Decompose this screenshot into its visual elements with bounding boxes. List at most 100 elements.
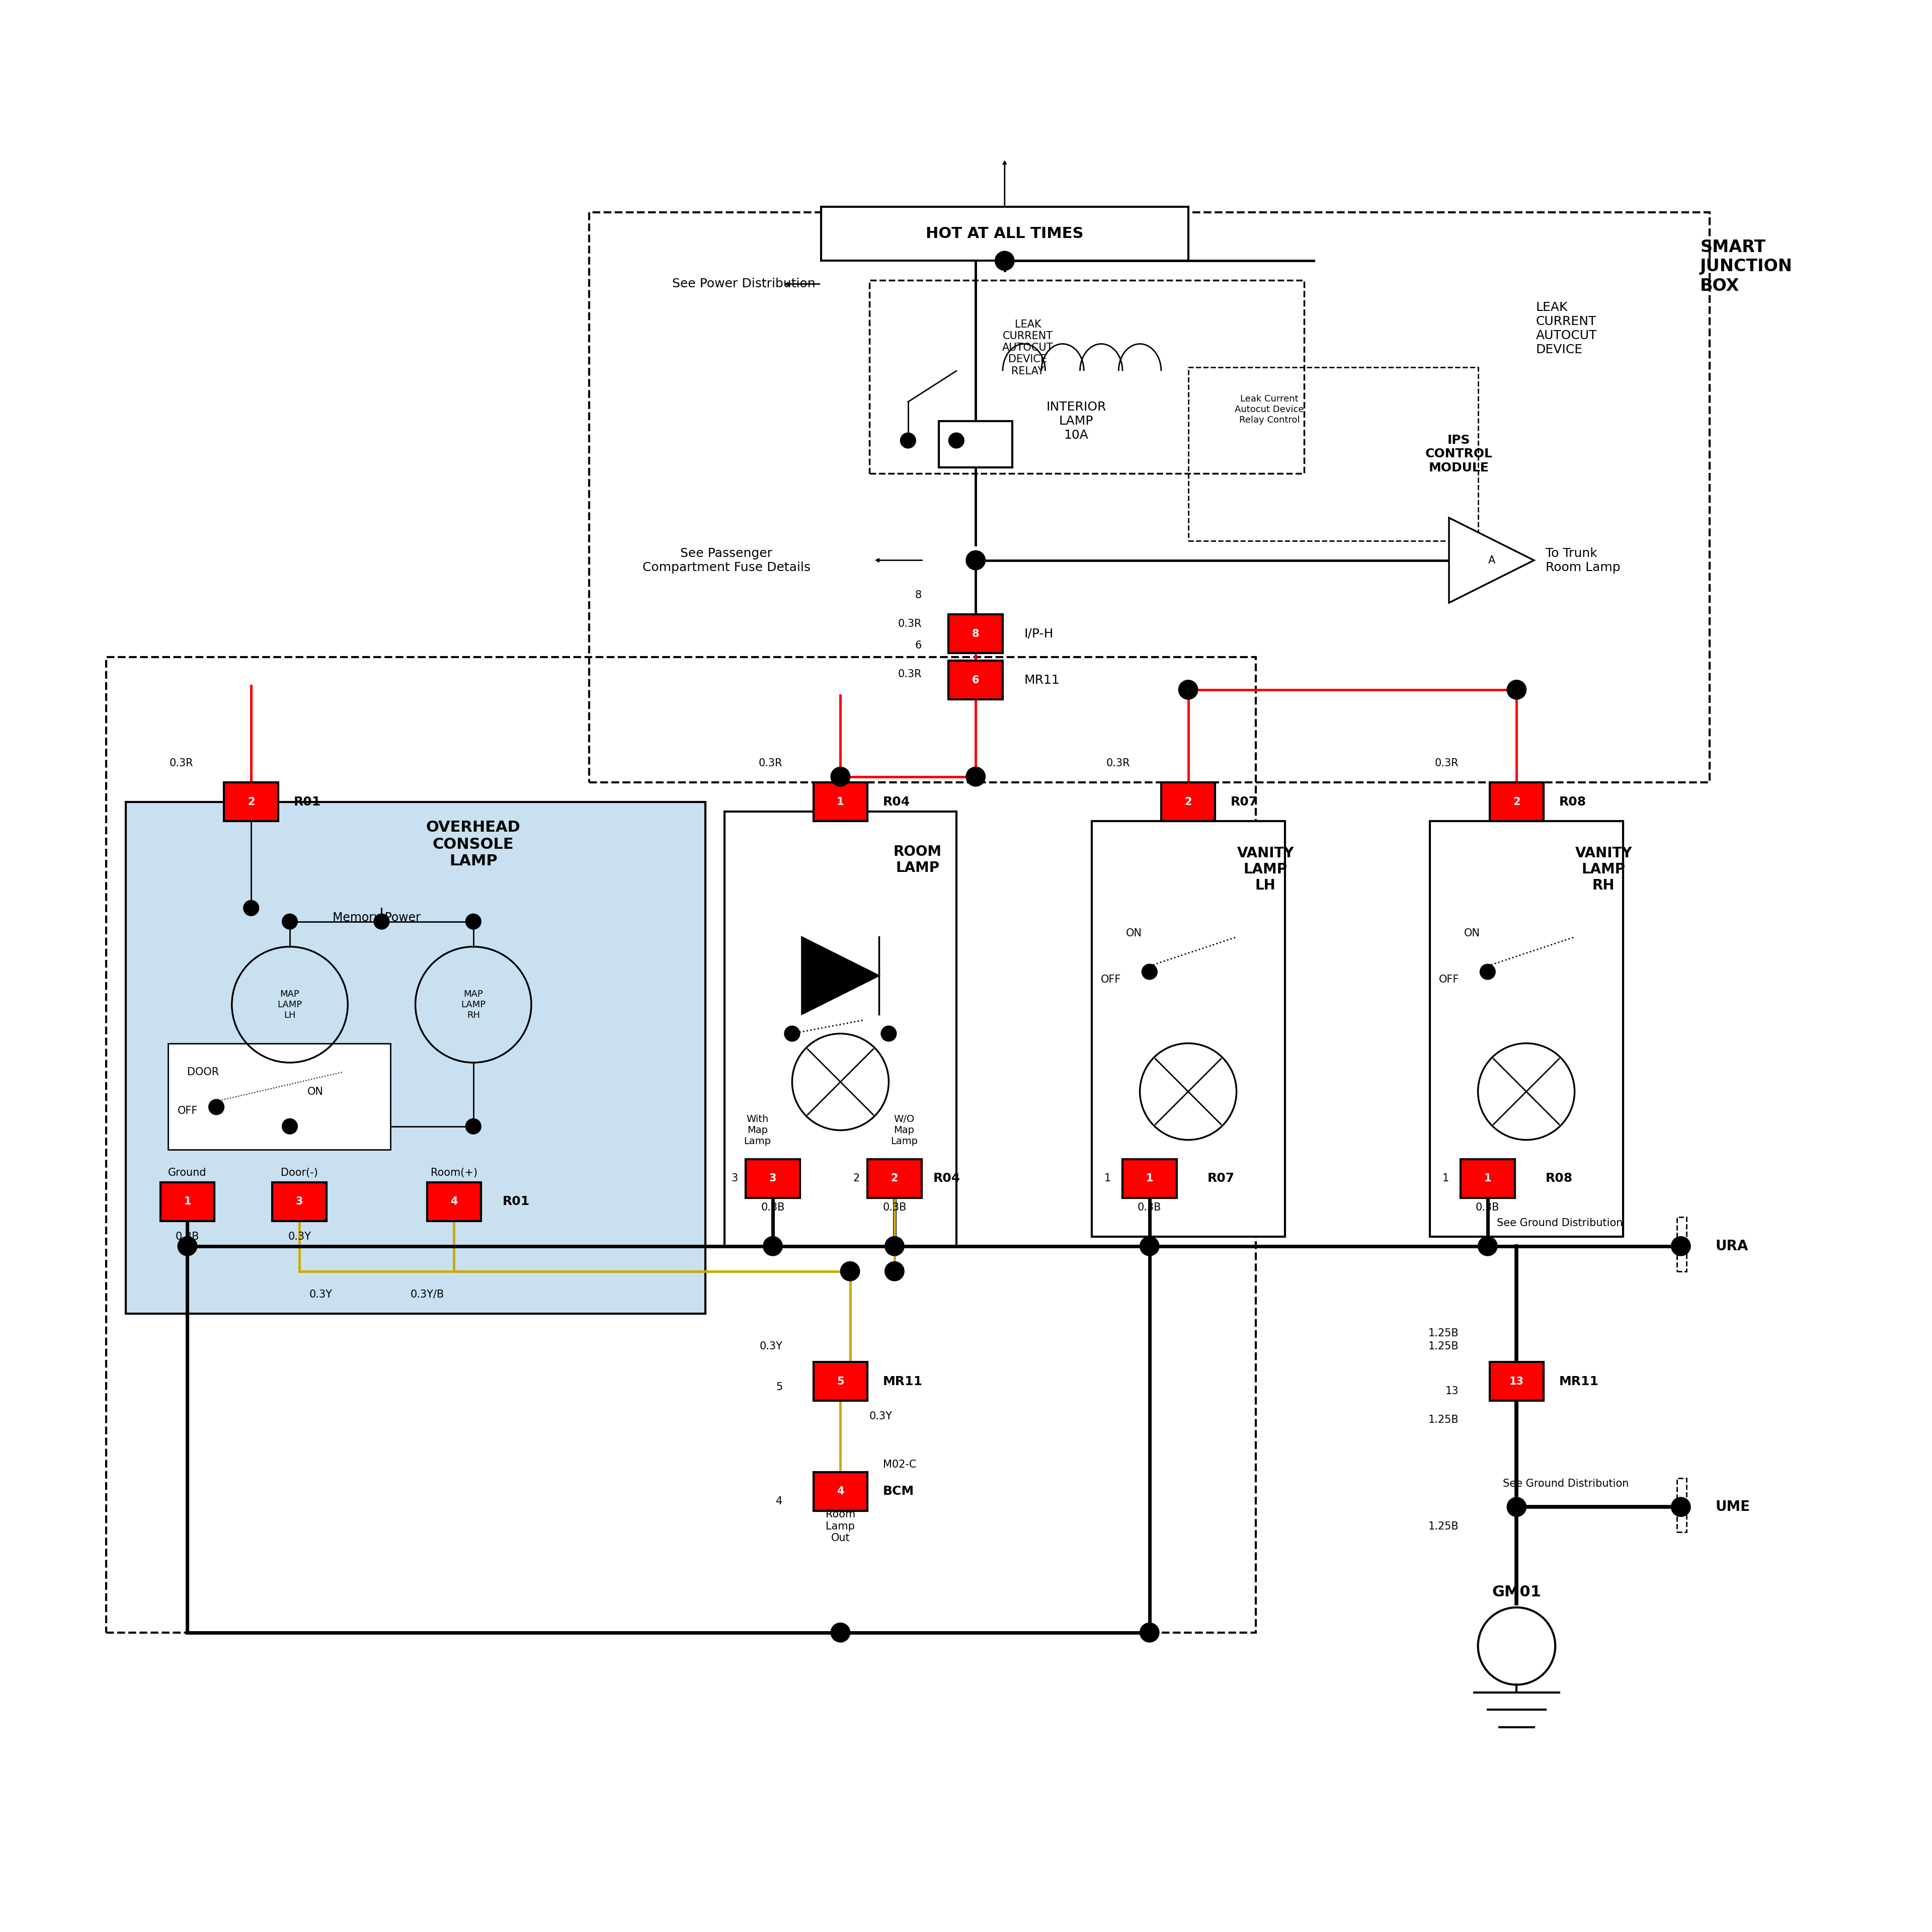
Text: 0.3Y: 0.3Y	[309, 1289, 332, 1300]
Bar	[272, 1182, 327, 1221]
Text: MR11: MR11	[1559, 1376, 1600, 1387]
Bar	[821, 207, 1188, 261]
Bar	[813, 1362, 867, 1401]
Text: I/P-H: I/P-H	[1024, 628, 1053, 639]
Circle shape	[282, 1119, 298, 1134]
Circle shape	[466, 1119, 481, 1134]
Text: 1: 1	[1105, 1173, 1111, 1184]
Text: SMART
JUNCTION
BOX: SMART JUNCTION BOX	[1700, 240, 1793, 294]
Bar	[813, 782, 867, 821]
Text: MAP
LAMP
LH: MAP LAMP LH	[278, 989, 301, 1020]
Text: 3: 3	[296, 1196, 303, 1208]
Bar	[949, 614, 1003, 653]
Circle shape	[1507, 1497, 1526, 1517]
Bar	[224, 782, 278, 821]
Circle shape	[966, 767, 985, 786]
Text: 0.3R: 0.3R	[759, 757, 782, 769]
Text: HOT AT ALL TIMES: HOT AT ALL TIMES	[925, 226, 1084, 242]
Text: Ground: Ground	[168, 1167, 207, 1179]
Circle shape	[1507, 680, 1526, 699]
Text: OFF: OFF	[178, 1105, 199, 1117]
Bar	[725, 811, 956, 1246]
Text: OFF: OFF	[1101, 974, 1121, 985]
Text: 1.25B: 1.25B	[1428, 1341, 1459, 1352]
Bar	[1490, 1362, 1544, 1401]
Bar	[1092, 821, 1285, 1236]
Bar	[1188, 367, 1478, 541]
Text: ON: ON	[1464, 927, 1480, 939]
Text: 4: 4	[777, 1495, 782, 1507]
Text: See Power Distribution: See Power Distribution	[672, 278, 815, 290]
Bar	[939, 421, 1012, 468]
Bar	[589, 213, 1710, 782]
Text: VANITY
LAMP
LH: VANITY LAMP LH	[1236, 846, 1294, 893]
Text: ROOM
LAMP: ROOM LAMP	[893, 844, 943, 875]
Text: 13: 13	[1445, 1385, 1459, 1397]
Text: MR11: MR11	[1024, 674, 1059, 686]
Bar	[1161, 782, 1215, 821]
Bar	[867, 1159, 922, 1198]
Text: BCM: BCM	[883, 1486, 914, 1497]
Bar	[949, 661, 1003, 699]
Text: 1: 1	[184, 1196, 191, 1208]
Text: 6: 6	[916, 639, 922, 651]
Circle shape	[900, 433, 916, 448]
Text: See Passenger
Compartment Fuse Details: See Passenger Compartment Fuse Details	[643, 547, 810, 574]
Text: 5: 5	[777, 1381, 782, 1393]
Text: LEAK
CURRENT
AUTOCUT
DEVICE
RELAY: LEAK CURRENT AUTOCUT DEVICE RELAY	[1003, 319, 1053, 377]
Text: OFF: OFF	[1439, 974, 1459, 985]
Bar	[1122, 1159, 1177, 1198]
Bar	[106, 657, 1256, 1633]
Bar	[427, 1182, 481, 1221]
Bar	[168, 1043, 390, 1150]
Circle shape	[881, 1026, 896, 1041]
Text: A: A	[1488, 554, 1495, 566]
Bar	[1677, 1217, 1687, 1271]
Bar	[1430, 821, 1623, 1236]
Text: INTERIOR
LAMP
10A: INTERIOR LAMP 10A	[1045, 402, 1107, 440]
Text: 1.25B: 1.25B	[1428, 1520, 1459, 1532]
Circle shape	[1140, 1623, 1159, 1642]
Text: R08: R08	[1559, 796, 1586, 808]
Circle shape	[178, 1236, 197, 1256]
Text: 6: 6	[972, 674, 980, 686]
Text: VANITY
LAMP
RH: VANITY LAMP RH	[1575, 846, 1633, 893]
Text: 2: 2	[1184, 796, 1192, 808]
Circle shape	[1671, 1236, 1691, 1256]
Text: Room(+): Room(+)	[431, 1167, 477, 1179]
Text: 4: 4	[837, 1486, 844, 1497]
Text: 0.3B: 0.3B	[883, 1202, 906, 1213]
Polygon shape	[1449, 518, 1534, 603]
Circle shape	[949, 433, 964, 448]
Text: 0.3Y: 0.3Y	[288, 1231, 311, 1242]
Text: 0.3R: 0.3R	[1435, 757, 1459, 769]
Text: 5: 5	[837, 1376, 844, 1387]
Text: 2: 2	[891, 1173, 898, 1184]
Text: 2: 2	[1513, 796, 1520, 808]
Text: 1: 1	[1146, 1173, 1153, 1184]
Text: 1.25B: 1.25B	[1428, 1414, 1459, 1426]
Text: 0.3Y: 0.3Y	[869, 1410, 893, 1422]
Circle shape	[375, 914, 390, 929]
Text: ON: ON	[307, 1086, 323, 1097]
Text: 8: 8	[916, 589, 922, 601]
Text: 1: 1	[1484, 1173, 1492, 1184]
Text: M02-C: M02-C	[883, 1459, 916, 1470]
Text: Room
Lamp
Out: Room Lamp Out	[825, 1509, 856, 1544]
Circle shape	[831, 767, 850, 786]
Text: 0.3R: 0.3R	[898, 668, 922, 680]
Circle shape	[840, 1262, 860, 1281]
Bar	[746, 1159, 800, 1198]
Text: 8: 8	[972, 628, 980, 639]
Circle shape	[466, 914, 481, 929]
Text: 1: 1	[837, 796, 844, 808]
Bar	[1461, 1159, 1515, 1198]
Text: 3: 3	[769, 1173, 777, 1184]
Text: 0.3B: 0.3B	[1476, 1202, 1499, 1213]
Circle shape	[784, 1026, 800, 1041]
Text: 0.3B: 0.3B	[761, 1202, 784, 1213]
Text: 2: 2	[854, 1173, 860, 1184]
Circle shape	[763, 1236, 782, 1256]
Bar	[160, 1182, 214, 1221]
Polygon shape	[802, 937, 879, 1014]
